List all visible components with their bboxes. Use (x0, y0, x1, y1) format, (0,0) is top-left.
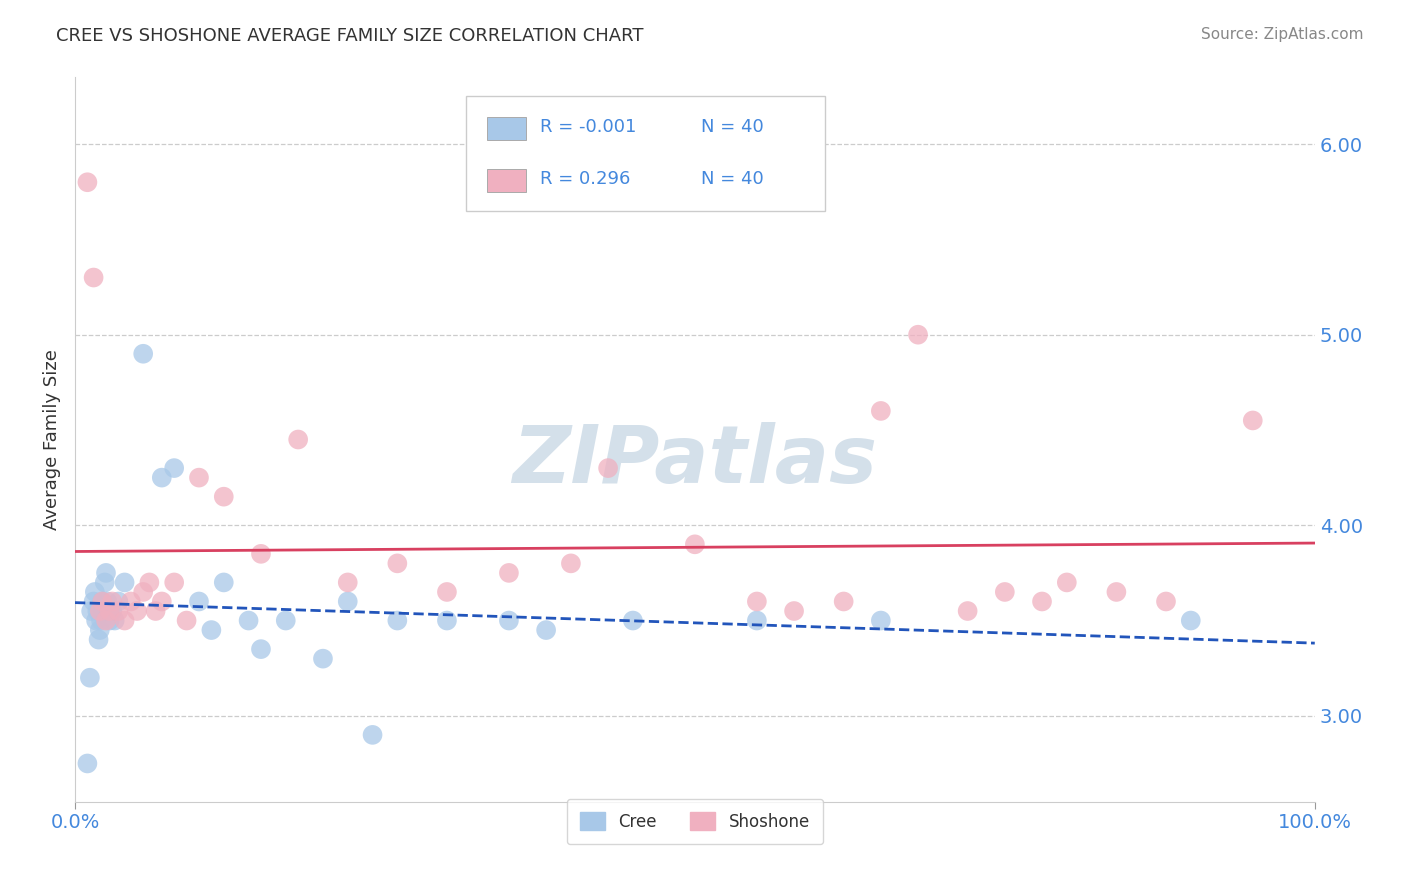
Point (163, 575, 186, 590)
Point (745, 614, 768, 628)
Point (1154, 594, 1177, 608)
Point (91, 594, 114, 608)
Y-axis label: Average Family Size: Average Family Size (44, 349, 60, 530)
Point (76, 756, 98, 771)
Point (598, 461, 620, 475)
Point (89, 623, 111, 637)
Point (336, 594, 359, 608)
Point (745, 594, 768, 608)
Text: ZIPatlas: ZIPatlas (512, 422, 877, 500)
Point (107, 604, 129, 618)
Point (114, 614, 136, 628)
Text: CREE VS SHOSHONE AVERAGE FAMILY SIZE CORRELATION CHART: CREE VS SHOSHONE AVERAGE FAMILY SIZE COR… (56, 27, 644, 45)
Point (94, 575, 117, 590)
Point (188, 470, 211, 484)
Point (94, 614, 117, 628)
Text: R = 0.296: R = 0.296 (540, 169, 630, 188)
FancyBboxPatch shape (486, 117, 526, 140)
Point (361, 728, 384, 742)
Point (150, 594, 173, 608)
Point (91, 594, 114, 608)
Point (163, 461, 186, 475)
Point (150, 470, 173, 484)
Point (83, 594, 105, 608)
Point (98, 604, 121, 618)
Point (312, 651, 335, 665)
Point (125, 604, 148, 618)
Legend: Cree, Shoshone: Cree, Shoshone (567, 799, 823, 844)
Point (200, 623, 222, 637)
Point (132, 585, 155, 599)
FancyBboxPatch shape (486, 169, 526, 192)
Point (1105, 585, 1128, 599)
Point (287, 433, 309, 447)
Point (274, 614, 297, 628)
FancyBboxPatch shape (465, 95, 825, 211)
Point (87, 632, 110, 647)
Point (621, 614, 644, 628)
Point (436, 614, 458, 628)
Point (1031, 594, 1053, 608)
Point (98, 614, 121, 628)
Point (560, 557, 582, 571)
Point (86, 604, 108, 618)
Point (1180, 614, 1202, 628)
Point (1241, 413, 1264, 427)
Point (212, 490, 235, 504)
Text: N = 40: N = 40 (702, 169, 763, 188)
Point (93, 604, 115, 618)
Point (114, 575, 136, 590)
Text: N = 40: N = 40 (702, 118, 763, 136)
Text: R = -0.001: R = -0.001 (540, 118, 637, 136)
Point (90, 614, 112, 628)
Point (94, 566, 117, 580)
Point (96, 594, 118, 608)
Point (832, 594, 855, 608)
Point (498, 614, 520, 628)
Point (907, 327, 929, 342)
Point (238, 614, 260, 628)
Point (212, 575, 235, 590)
Point (1056, 575, 1078, 590)
Point (994, 585, 1017, 599)
Point (107, 594, 129, 608)
Point (498, 566, 520, 580)
Point (869, 404, 891, 418)
Point (89, 604, 111, 618)
Point (387, 557, 409, 571)
Point (145, 604, 167, 618)
Point (683, 537, 706, 551)
Point (101, 604, 124, 618)
Point (84, 614, 107, 628)
Point (76, 175, 98, 189)
Point (188, 594, 211, 608)
Point (138, 575, 160, 590)
Point (534, 623, 557, 637)
Point (869, 614, 891, 628)
Point (83, 270, 105, 285)
Point (956, 604, 979, 618)
Point (120, 594, 142, 608)
Point (250, 642, 273, 657)
Point (336, 575, 359, 590)
Point (104, 614, 127, 628)
Text: Source: ZipAtlas.com: Source: ZipAtlas.com (1201, 27, 1364, 42)
Point (250, 547, 273, 561)
Point (79, 671, 101, 685)
Point (83, 585, 105, 599)
Point (176, 614, 198, 628)
Point (783, 604, 806, 618)
Point (387, 614, 409, 628)
Point (101, 594, 124, 608)
Point (132, 347, 155, 361)
Point (436, 585, 458, 599)
Point (80, 604, 103, 618)
